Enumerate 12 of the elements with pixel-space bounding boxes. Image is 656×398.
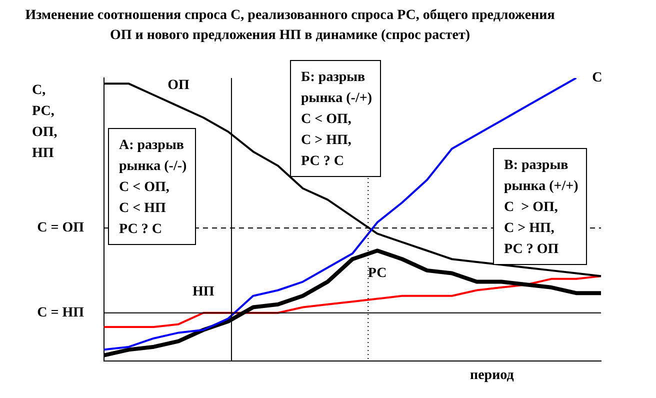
series-label: ОП [168,78,190,93]
annotation: В: разрыв рынка (+/+) С > ОП, С > НП, РС ? ОП [504,157,578,259]
annotation: Б: разрыв рынка (-/+) С < ОП, С > НП, РС ? С [301,69,372,171]
ref-line-label: С = ОП [37,220,84,236]
ref-line-label: С = НП [37,306,84,320]
series-label: РС [368,266,387,282]
x-axis-title: период [470,368,514,384]
annotation: А: разрыв рынка (-/-) С < ОП, С < НП РС ? С [119,137,187,239]
series-label: С [592,70,602,86]
series-label: НП [192,284,214,300]
y-axis-title: С, РС, ОП, НП [32,82,58,163]
chart-title: Изменение соотношения спроса С, реализованного спроса РС, общего предложения ОП и нового предложения НП в динамике (спрос растет) [24,7,556,45]
